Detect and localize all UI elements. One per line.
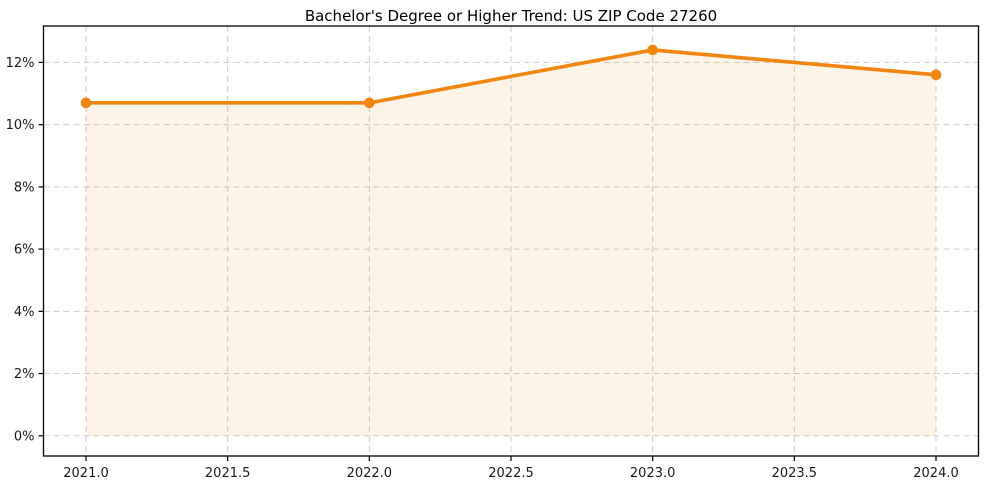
area-fill <box>86 49 936 436</box>
y-tick-label: 0% <box>14 429 35 444</box>
data-point <box>364 97 375 109</box>
x-tick-label: 2021.5 <box>205 466 251 481</box>
grid-layer <box>43 26 979 456</box>
y-tick-label: 10% <box>6 118 35 133</box>
x-tick-label: 2022.0 <box>347 466 393 481</box>
data-point <box>930 69 942 81</box>
trend-line <box>84 48 938 105</box>
y-tick-label: 4% <box>14 305 35 320</box>
x-tick-label: 2023.5 <box>772 466 818 481</box>
y-tick-label: 2% <box>14 367 35 382</box>
data-point <box>80 97 92 109</box>
area-fill-layer <box>86 49 936 436</box>
x-tick-label: 2021.0 <box>63 466 109 481</box>
x-tick-label: 2024.0 <box>913 466 959 481</box>
y-tick-label: 6% <box>14 243 35 258</box>
x-tick-label: 2022.5 <box>488 466 534 481</box>
y-tick-label: 12% <box>6 56 35 71</box>
y-tick-label: 8% <box>14 180 35 195</box>
chart-title: Bachelor's Degree or Higher Trend: US ZI… <box>305 7 717 25</box>
series-layer <box>80 44 942 109</box>
axes-layer: 2021.0 2021.5 2022.0 2022.5 2023.0 2023.5 2024… <box>6 25 980 481</box>
x-tick-label: 2023.0 <box>630 466 676 481</box>
data-point <box>647 44 658 56</box>
